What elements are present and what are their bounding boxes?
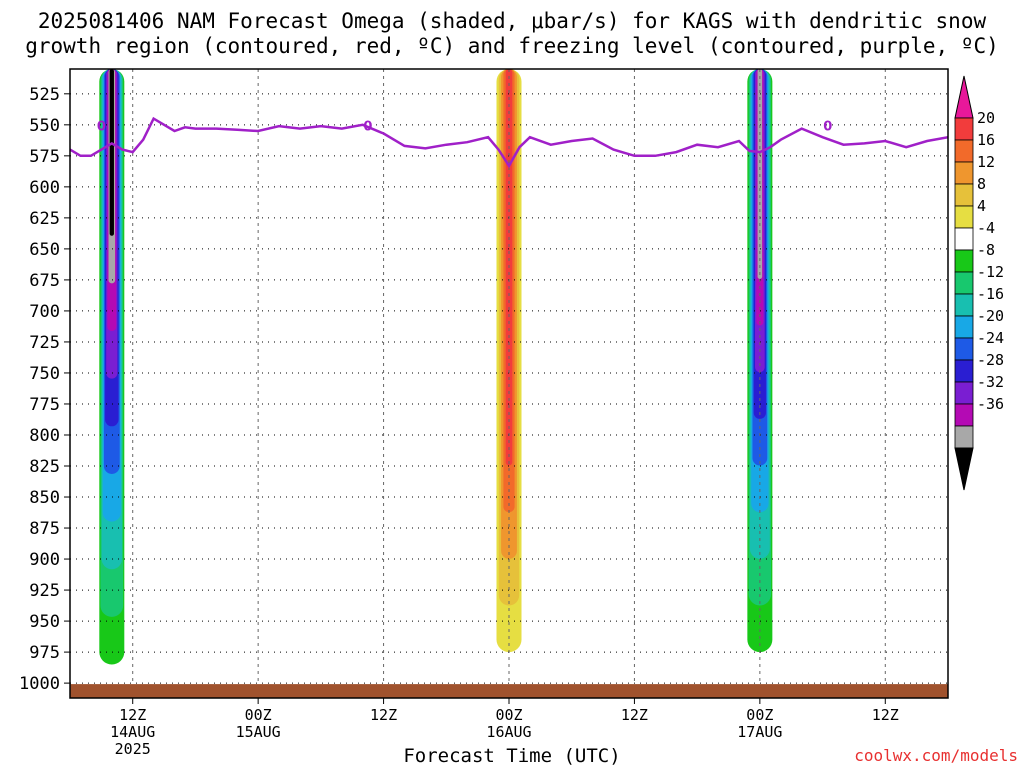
colorbar-segment-7: [954, 249, 974, 273]
y-axis: 525 550 575 600 625 650 675 700 725 750 775 800 825 8…: [19, 85, 70, 694]
colorbar-label-5: -4: [977, 219, 995, 237]
colorbar-segment-6: [954, 227, 974, 251]
y-tick-label-1000: 1000: [19, 674, 60, 694]
colorbar-label-10: -24: [977, 329, 1004, 347]
colorbar-top-arrow: [954, 75, 974, 119]
colorbar-segment-9: [954, 293, 974, 317]
x-tick-label-54: 12Z: [621, 706, 648, 724]
omega-band-3-9: [757, 69, 763, 279]
x-tick-label-18: 00Z: [245, 706, 272, 724]
grid: [70, 69, 948, 698]
colorbar-segment-5: [954, 205, 974, 229]
x-tick-label-30: 12Z: [370, 706, 397, 724]
colorbar-label-3: 8: [977, 175, 986, 193]
colorbar-segment-11: [954, 337, 974, 361]
y-tick-label-550: 550: [29, 116, 60, 136]
colorbar-label-2: 12: [977, 153, 995, 171]
x-axis-title: Forecast Time (UTC): [403, 745, 621, 767]
colorbar-label-13: -36: [977, 395, 1004, 413]
colorbar-label-1: 16: [977, 131, 995, 149]
y-tick-label-975: 975: [29, 643, 60, 663]
colorbar-label-12: -32: [977, 373, 1004, 391]
colorbar-label-6: -8: [977, 241, 995, 259]
terrain-band: [70, 684, 948, 698]
y-tick-label-875: 875: [29, 519, 60, 539]
y-tick-label-700: 700: [29, 302, 60, 322]
y-tick-label-750: 750: [29, 364, 60, 384]
colorbar-label-9: -20: [977, 307, 1004, 325]
omega-band-1-10: [109, 69, 114, 236]
x-tick-label-66: 00Z: [746, 706, 773, 724]
colorbar-label-4: 4: [977, 197, 986, 215]
colorbar-segment-1: [954, 117, 974, 141]
colorbar-segment-3: [954, 161, 974, 185]
y-tick-label-525: 525: [29, 85, 60, 105]
chart-title-line-1: 2025081406 NAM Forecast Omega (shaded, μ…: [37, 9, 987, 33]
y-tick-label-675: 675: [29, 271, 60, 291]
x-tick-date-18: 15AUG: [236, 723, 281, 741]
colorbar-segment-15: [954, 425, 974, 449]
colorbar-bottom-arrow: [954, 447, 974, 491]
y-tick-label-900: 900: [29, 550, 60, 570]
colorbar: 20 16 12 8 4 -4 -8 -12 -16 -20 -24 -28 -32 -36: [954, 75, 1004, 491]
freezing-level-line: [70, 116, 948, 169]
colorbar-segment-13: [954, 381, 974, 405]
ground-band: [70, 684, 948, 698]
y-tick-label-575: 575: [29, 147, 60, 167]
colorbar-label-0: 20: [977, 109, 995, 127]
colorbar-segment-10: [954, 315, 974, 339]
y-tick-label-925: 925: [29, 581, 60, 601]
y-tick-label-625: 625: [29, 209, 60, 229]
y-tick-label-775: 775: [29, 395, 60, 415]
y-tick-label-825: 825: [29, 457, 60, 477]
colorbar-label-8: -16: [977, 285, 1004, 303]
colorbar-label-7: -12: [977, 263, 1004, 281]
y-tick-label-725: 725: [29, 333, 60, 353]
x-tick-label-6: 12Z: [119, 706, 146, 724]
chart-title-line-2: growth region (contoured, red, ºC) and f…: [25, 34, 999, 58]
x-tick-label-42: 00Z: [495, 706, 522, 724]
colorbar-segment-12: [954, 359, 974, 383]
x-tick-date-66: 17AUG: [737, 723, 782, 741]
colorbar-segment-14: [954, 403, 974, 427]
colorbar-segment-2: [954, 139, 974, 163]
freezing-level-label-2: 0: [363, 120, 372, 135]
x-tick-year-6: 2025: [115, 740, 151, 758]
y-tick-label-600: 600: [29, 178, 60, 198]
y-tick-label-800: 800: [29, 426, 60, 446]
x-tick-date-6: 14AUG: [110, 723, 155, 741]
x-tick-label-78: 12Z: [872, 706, 899, 724]
freezing-level-contour: 0 0 0: [70, 116, 948, 169]
freezing-level-label-3: 0: [823, 120, 832, 135]
y-tick-label-950: 950: [29, 612, 60, 632]
x-tick-date-42: 16AUG: [486, 723, 531, 741]
y-tick-label-650: 650: [29, 240, 60, 260]
y-tick-label-850: 850: [29, 488, 60, 508]
freezing-level-label-1: 0: [97, 120, 106, 135]
colorbar-label-11: -28: [977, 351, 1004, 369]
credit-text: coolwx.com/models: [854, 746, 1018, 765]
colorbar-segment-8: [954, 271, 974, 295]
colorbar-segment-4: [954, 183, 974, 207]
